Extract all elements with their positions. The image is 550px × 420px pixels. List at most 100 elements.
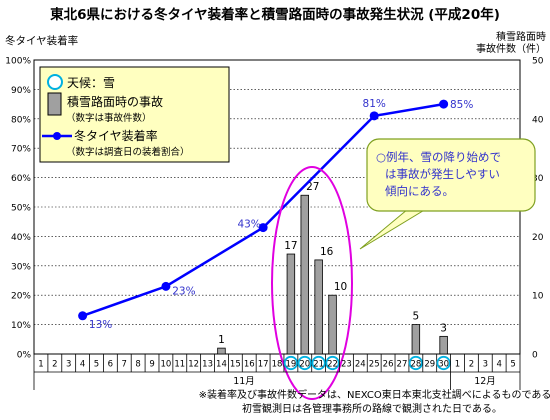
tire-rate-label-3: 81% xyxy=(363,98,386,110)
x-day-label-6: 7 xyxy=(122,360,127,370)
y-right-tick-4: 40 xyxy=(532,115,544,125)
tire-rate-label-1: 23% xyxy=(172,285,195,297)
y-left-tick-labels: 0% 10% 20% 30% 40% 50% 60% 70% 80% 90% 100% xyxy=(5,57,31,361)
legend-box xyxy=(39,66,230,163)
legend-accident-note: （数字は事故件数） xyxy=(66,112,152,124)
x-axis-day-cells: 1 2 3 4 5 6 7 8 9 10 11 12 13 14 15 16 17 18 19 20 21 22 23 24 2… xyxy=(33,354,521,390)
callout-box xyxy=(366,138,536,212)
x-day-label-26: 27 xyxy=(397,360,408,370)
snow-day-marker-20 xyxy=(311,355,326,371)
y-right-tick-1: 10 xyxy=(532,292,544,302)
legend-snow-icon xyxy=(47,74,63,90)
accident-bar-10 xyxy=(328,294,337,355)
x-month-label-nov: 11月 xyxy=(233,376,255,387)
y-left-tick-10: 100% xyxy=(5,57,31,67)
y-left-tick-5: 50% xyxy=(11,204,31,214)
legend: 天候：雪 積雪路面時の事故 （数字は事故件数） 冬タイヤ装着率 （数字は調査日の… xyxy=(39,66,230,163)
y-left-tick-6: 60% xyxy=(11,174,31,184)
accident-bar-label-0: 1 xyxy=(218,334,225,346)
x-day-label-20: 21 xyxy=(313,360,324,370)
x-day-label-19: 20 xyxy=(299,360,310,370)
x-day-label-4: 5 xyxy=(94,360,99,370)
accident-bar-5 xyxy=(411,324,421,355)
tire-rate-point-23 xyxy=(161,281,171,291)
x-day-label-0: 1 xyxy=(38,360,43,370)
y-left-tick-7: 70% xyxy=(11,145,31,155)
y-left-tick-3: 30% xyxy=(11,262,31,272)
x-day-label-12: 13 xyxy=(202,360,213,370)
tire-rate-line xyxy=(78,99,449,321)
legend-tire-marker-icon xyxy=(53,132,61,140)
x-day-label-5: 6 xyxy=(108,360,113,370)
y-right-axis-label-line1: 積雪路面時 xyxy=(496,30,546,43)
x-day-label-13: 14 xyxy=(216,360,227,370)
accident-bar-label-1: 17 xyxy=(284,240,297,252)
legend-tire-label: 冬タイヤ装着率 xyxy=(74,128,158,143)
x-day-label-8: 9 xyxy=(149,360,154,370)
snow-day-marker-29 xyxy=(436,355,451,371)
x-day-label-28: 29 xyxy=(424,360,435,370)
legend-accident-icon xyxy=(47,92,62,116)
accident-bar-16 xyxy=(314,259,323,355)
snow-day-marker-27 xyxy=(408,355,423,371)
accident-bar-27 xyxy=(300,194,309,355)
y-right-tick-2: 20 xyxy=(532,233,544,243)
highlight-ellipse xyxy=(271,166,353,400)
snow-day-marker-21 xyxy=(325,355,340,371)
snow-day-marker-19 xyxy=(297,355,312,371)
x-day-label-25: 26 xyxy=(383,360,394,370)
x-day-label-15: 16 xyxy=(244,360,255,370)
accident-bar-label-5: 5 xyxy=(413,311,420,323)
accident-bars xyxy=(217,194,448,355)
x-month-label-dec: 12月 xyxy=(474,376,496,387)
accident-bar-1 xyxy=(217,347,226,355)
accident-bar-17 xyxy=(286,253,296,355)
x-day-label-31: 2 xyxy=(469,360,474,370)
y-left-axis-label: 冬タイヤ装着率 xyxy=(5,34,78,47)
footnote-2: 初雪観測日は各管理事務所の路線で観測された日である。 xyxy=(242,402,502,415)
accident-bar-label-3: 16 xyxy=(320,246,334,258)
x-day-label-29: 30 xyxy=(438,360,449,370)
tire-rate-labels: 13% 23% 43% 81% 85% xyxy=(89,98,473,331)
callout-line-3: 傾向にある。 xyxy=(385,184,454,198)
x-day-label-21: 22 xyxy=(327,360,338,370)
accident-bar-labels: 1 17 27 16 10 5 3 xyxy=(218,181,447,346)
y-left-tick-1: 10% xyxy=(11,321,31,331)
tire-rate-point-85 xyxy=(439,99,449,109)
x-day-label-11: 12 xyxy=(188,360,199,370)
y-left-tick-0: 0% xyxy=(17,351,32,361)
accident-bar-label-6: 3 xyxy=(440,322,447,334)
legend-snow-label: 天候：雪 xyxy=(67,76,115,90)
x-day-label-23: 24 xyxy=(355,360,366,370)
legend-tire-note: （数字は調査日の装着割合） xyxy=(66,146,190,158)
x-day-label-18: 19 xyxy=(285,360,296,370)
x-day-label-10: 11 xyxy=(174,360,185,370)
accident-bar-label-4: 10 xyxy=(334,281,347,293)
x-day-label-32: 3 xyxy=(483,360,488,370)
tire-rate-label-2: 43% xyxy=(237,219,260,231)
chart-title: 東北6県における冬タイヤ装着率と積雪路面時の事故発生状況 (平成20年) xyxy=(50,6,500,23)
y-left-tick-9: 90% xyxy=(11,86,31,96)
callout-line-2: は事故が発生しやすい xyxy=(385,167,500,181)
x-day-label-17: 18 xyxy=(272,360,283,370)
tire-rate-point-81 xyxy=(369,111,379,121)
accident-bar-3 xyxy=(439,335,448,355)
x-day-label-22: 23 xyxy=(341,360,352,370)
x-day-label-9: 10 xyxy=(161,360,172,370)
accident-bar-label-2: 27 xyxy=(306,181,319,193)
x-day-label-7: 8 xyxy=(135,360,140,370)
y-right-tick-5: 50 xyxy=(532,57,544,67)
legend-accident-label: 積雪路面時の事故 xyxy=(67,94,163,109)
y-left-tick-8: 80% xyxy=(11,115,31,125)
x-day-label-14: 15 xyxy=(230,360,241,370)
callout-line-1: ○例年、雪の降り始めで xyxy=(376,150,501,164)
x-day-label-30: 1 xyxy=(455,360,460,370)
footnote-1: ※装着率及び事故件数データは、NEXCO東日本東北支社調べによるものである。 xyxy=(199,388,550,401)
x-day-label-1: 2 xyxy=(52,360,57,370)
y-right-tick-labels: 0 10 20 30 40 50 xyxy=(532,57,544,361)
callout: ○例年、雪の降り始めで は事故が発生しやすい 傾向にある。 xyxy=(359,138,536,250)
y-right-axis-label-line2: 事故件数（件） xyxy=(476,42,546,55)
x-day-label-33: 4 xyxy=(496,360,501,370)
